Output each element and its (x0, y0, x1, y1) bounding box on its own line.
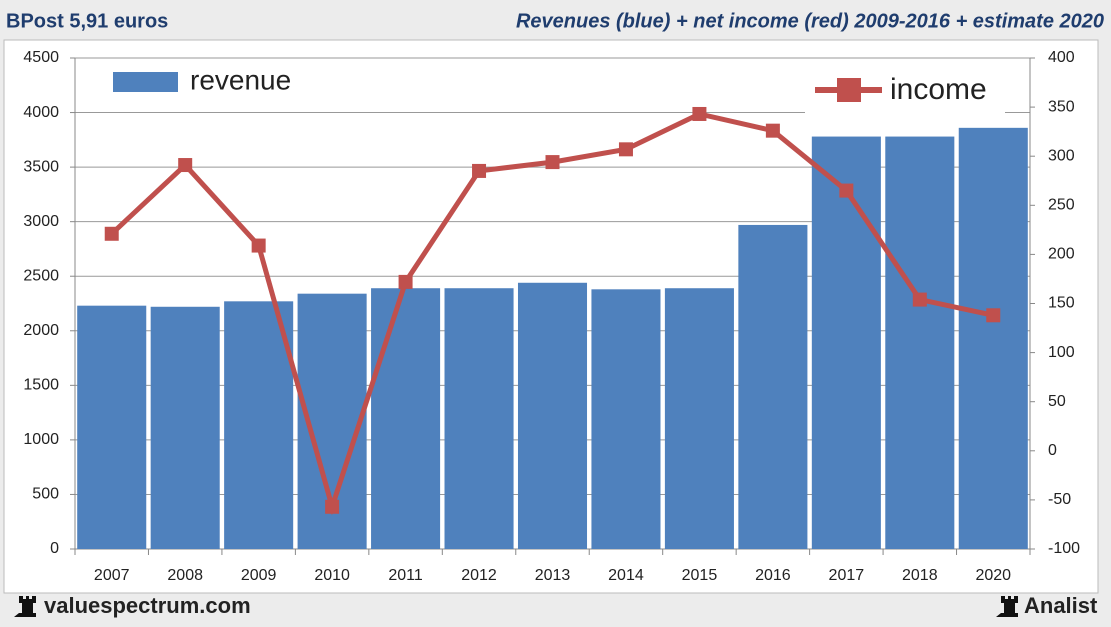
bar (811, 136, 881, 549)
y2-tick-label: 250 (1048, 197, 1075, 214)
bar (444, 288, 514, 549)
income-marker (178, 158, 193, 173)
y-tick-label: 1500 (23, 377, 59, 394)
y2-tick-label: 350 (1048, 98, 1075, 115)
bar (591, 289, 661, 549)
x-tick-label: 2013 (535, 567, 571, 584)
y2-tick-label: 300 (1048, 147, 1075, 164)
rook-icon (14, 596, 36, 617)
x-tick-label: 2010 (314, 567, 350, 584)
x-tick-label: 2016 (755, 567, 791, 584)
bar (224, 301, 294, 549)
y-tick-label: 1000 (23, 431, 59, 448)
income-marker (472, 163, 487, 178)
bar (517, 282, 588, 549)
bar (738, 224, 808, 549)
rook-icon (996, 596, 1018, 617)
y-tick-label: 3000 (23, 213, 59, 230)
legend-swatch (113, 72, 178, 92)
x-tick-label: 2017 (829, 567, 865, 584)
income-marker (839, 183, 854, 198)
chart-subtitle: Revenues (blue) + net income (red) 2009-… (516, 10, 1104, 32)
income-marker (545, 155, 560, 170)
y2-tick-label: 150 (1048, 295, 1075, 312)
bar (77, 305, 147, 549)
y2-tick-label: 200 (1048, 246, 1075, 263)
bar (150, 306, 220, 549)
legend-label: income (890, 73, 987, 106)
x-tick-label: 2007 (94, 567, 130, 584)
bar (885, 136, 955, 549)
y2-tick-label: -100 (1048, 540, 1080, 557)
y2-tick-label: 100 (1048, 344, 1075, 361)
footer-brand: Analist (1024, 593, 1098, 618)
y2-tick-label: -50 (1048, 491, 1071, 508)
income-marker (912, 292, 927, 307)
x-tick-label: 2015 (682, 567, 718, 584)
income-marker (618, 142, 633, 157)
x-tick-label: 2014 (608, 567, 644, 584)
y-tick-label: 500 (32, 486, 59, 503)
legend-marker (837, 78, 861, 102)
y-tick-label: 4500 (23, 49, 59, 66)
footer-left: valuespectrum.com (14, 593, 251, 618)
income-marker (251, 238, 266, 253)
bar (371, 288, 441, 549)
income-marker (765, 123, 780, 138)
bar (664, 288, 734, 549)
income-marker (986, 308, 1001, 323)
chart-title: BPost 5,91 euros (6, 10, 168, 32)
legend-revenue: revenue (100, 62, 320, 106)
income-marker (398, 274, 413, 289)
legend-label: revenue (190, 64, 291, 95)
income-marker (325, 499, 340, 514)
y-tick-label: 0 (50, 540, 59, 557)
y-tick-label: 2000 (23, 322, 59, 339)
legend-income: income (805, 66, 1005, 116)
x-tick-label: 2020 (975, 567, 1011, 584)
income-marker (104, 226, 119, 241)
y2-tick-label: 50 (1048, 393, 1066, 410)
x-tick-label: 2012 (461, 567, 497, 584)
x-tick-label: 2018 (902, 567, 938, 584)
x-tick-label: 2008 (167, 567, 203, 584)
y-tick-label: 4000 (23, 104, 59, 121)
income-marker (692, 106, 707, 121)
bar (958, 127, 1028, 549)
x-tick-label: 2009 (241, 567, 277, 584)
y2-tick-label: 0 (1048, 442, 1057, 459)
x-tick-label: 2011 (388, 567, 423, 584)
footer-right: Analist (996, 593, 1098, 618)
y-tick-label: 3500 (23, 158, 59, 175)
y-tick-label: 2500 (23, 267, 59, 284)
footer-site: valuespectrum.com (44, 593, 251, 618)
y2-tick-label: 400 (1048, 49, 1075, 66)
